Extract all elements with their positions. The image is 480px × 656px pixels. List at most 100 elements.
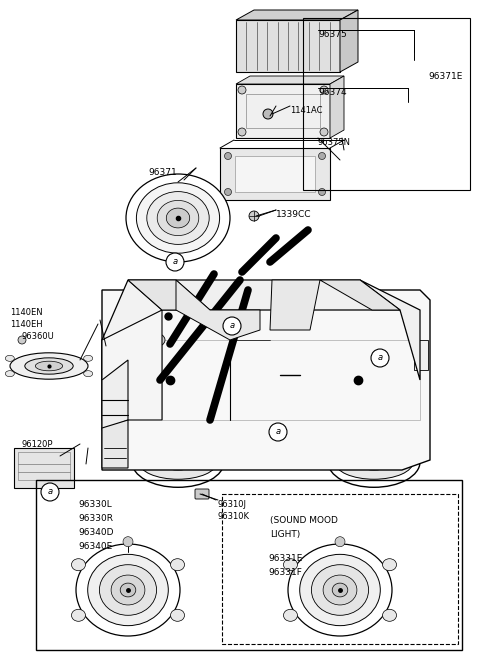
Bar	[246, 94, 320, 128]
Text: 1140EH: 1140EH	[10, 320, 43, 329]
Circle shape	[320, 128, 328, 136]
Bar	[220, 148, 330, 200]
Text: a: a	[48, 487, 53, 497]
Circle shape	[249, 211, 259, 221]
Ellipse shape	[383, 609, 396, 621]
Circle shape	[41, 483, 59, 501]
Ellipse shape	[25, 358, 73, 374]
Text: 96374: 96374	[318, 88, 347, 97]
Text: 96330L: 96330L	[78, 500, 112, 509]
Text: 96331E: 96331E	[268, 554, 302, 563]
Circle shape	[319, 152, 325, 159]
Ellipse shape	[10, 353, 88, 379]
Polygon shape	[128, 280, 400, 310]
Bar	[104, 390, 126, 408]
Text: LIGHT): LIGHT)	[270, 530, 300, 539]
Ellipse shape	[76, 544, 180, 636]
Ellipse shape	[312, 565, 369, 615]
Ellipse shape	[332, 583, 348, 597]
Bar	[236, 84, 330, 138]
Text: 96371E: 96371E	[428, 72, 462, 81]
Circle shape	[238, 86, 246, 94]
Circle shape	[319, 188, 325, 195]
Bar	[414, 340, 428, 370]
Circle shape	[335, 537, 345, 546]
Ellipse shape	[88, 554, 168, 626]
Bar	[303, 18, 470, 190]
Text: 96375N: 96375N	[318, 138, 351, 147]
Polygon shape	[320, 280, 400, 310]
Polygon shape	[340, 10, 358, 72]
Polygon shape	[176, 280, 260, 340]
Ellipse shape	[365, 458, 383, 466]
Ellipse shape	[284, 559, 298, 571]
Ellipse shape	[120, 583, 136, 597]
Text: a: a	[377, 354, 383, 363]
Ellipse shape	[136, 183, 219, 253]
Bar	[14, 448, 74, 488]
Polygon shape	[270, 280, 320, 330]
Text: 96330R: 96330R	[78, 514, 113, 523]
Ellipse shape	[157, 200, 199, 236]
Polygon shape	[236, 10, 358, 20]
Ellipse shape	[99, 565, 156, 615]
Text: a: a	[276, 428, 281, 436]
Text: (SOUND MOOD: (SOUND MOOD	[270, 516, 338, 525]
Circle shape	[320, 86, 328, 94]
Circle shape	[269, 423, 287, 441]
Polygon shape	[360, 280, 420, 380]
Ellipse shape	[328, 437, 420, 487]
Ellipse shape	[335, 445, 413, 480]
Ellipse shape	[383, 559, 396, 571]
Text: a: a	[172, 258, 178, 266]
Ellipse shape	[111, 575, 145, 605]
Circle shape	[123, 537, 133, 546]
Polygon shape	[102, 290, 430, 470]
Polygon shape	[236, 76, 344, 84]
Circle shape	[223, 317, 241, 335]
Ellipse shape	[72, 559, 85, 571]
Text: 96371: 96371	[148, 168, 177, 177]
Circle shape	[263, 109, 273, 119]
Text: 1339CC: 1339CC	[276, 210, 312, 219]
Circle shape	[18, 336, 26, 344]
Ellipse shape	[288, 544, 392, 636]
Ellipse shape	[356, 454, 392, 470]
Ellipse shape	[139, 445, 217, 480]
Text: 1141AC: 1141AC	[290, 106, 323, 115]
Circle shape	[166, 253, 184, 271]
Text: 96340D: 96340D	[78, 528, 113, 537]
Text: 1140EN: 1140EN	[10, 308, 43, 317]
Text: 96340E: 96340E	[78, 542, 112, 551]
Text: 96360U: 96360U	[22, 332, 55, 341]
Bar	[162, 340, 420, 420]
Ellipse shape	[145, 333, 165, 347]
Circle shape	[238, 128, 246, 136]
Polygon shape	[102, 360, 128, 430]
Ellipse shape	[170, 609, 184, 621]
Ellipse shape	[84, 356, 93, 361]
Ellipse shape	[170, 559, 184, 571]
Bar	[18, 452, 70, 480]
Bar	[36, 480, 462, 650]
Polygon shape	[102, 310, 162, 420]
FancyBboxPatch shape	[195, 489, 209, 499]
Ellipse shape	[300, 554, 380, 626]
Ellipse shape	[84, 371, 93, 377]
Ellipse shape	[169, 458, 187, 466]
Bar	[222, 494, 458, 644]
Ellipse shape	[166, 208, 190, 228]
Ellipse shape	[147, 192, 209, 245]
Ellipse shape	[36, 361, 63, 371]
Text: 96331F: 96331F	[268, 568, 302, 577]
Circle shape	[225, 188, 231, 195]
Polygon shape	[330, 76, 344, 138]
Ellipse shape	[284, 609, 298, 621]
Ellipse shape	[159, 454, 196, 470]
Ellipse shape	[323, 575, 357, 605]
Text: 96375: 96375	[318, 30, 347, 39]
Text: 96120P: 96120P	[22, 440, 53, 449]
Polygon shape	[102, 420, 128, 468]
Text: a: a	[229, 321, 235, 331]
Text: 96310J: 96310J	[218, 500, 247, 509]
